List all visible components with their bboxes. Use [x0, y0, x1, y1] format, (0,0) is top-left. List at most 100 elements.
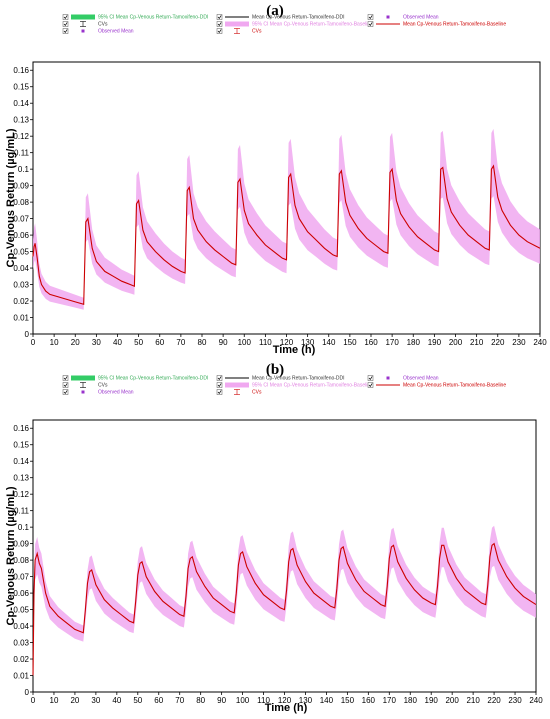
checkbox-icon[interactable] [367, 382, 374, 388]
panel-b-legend: 95% CI Mean Cp-Venous Return-Tamoxifeno-… [62, 375, 506, 396]
checkbox-icon[interactable] [216, 375, 223, 381]
panel-b-ci-band [33, 525, 536, 678]
panel-a-x-tick-label: 80 [198, 338, 207, 347]
panel-b-x-tick-label: 90 [217, 696, 226, 705]
checkbox-icon[interactable] [216, 382, 223, 388]
checkbox-icon[interactable] [216, 14, 223, 20]
check-icon [63, 383, 68, 387]
panel-a-y-tick-label: 0.06 [13, 231, 29, 240]
panel-b-y-tick-label: 0.04 [13, 622, 29, 631]
panel-a-y-tick-label: 0.13 [13, 116, 29, 125]
panel-a-x-tick-label: 70 [176, 338, 185, 347]
panel-a-legend-label: 95% CI Mean Cp-Venous Return-Tamoxifeno-… [98, 15, 208, 21]
panel-b-x-tick-label: 10 [50, 696, 59, 705]
check-icon [368, 22, 373, 26]
panel-a-y-tick-label: 0.08 [13, 198, 29, 207]
panel-a-y-tick-label: 0.01 [13, 314, 29, 323]
panel-a-legend: 95% CI Mean Cp-Venous Return-Tamoxifeno-… [62, 14, 506, 35]
panel-b-legend-entry: 95% CI Mean Cp-Venous Return-Tamoxifeno-… [62, 375, 208, 382]
panel-b-label: (b) [266, 362, 284, 378]
panel-b-y-tick-label: 0.07 [13, 573, 29, 582]
checkbox-icon[interactable] [216, 21, 223, 27]
panel-b-x-tick-label: 140 [320, 696, 334, 705]
legend-swatch-marker [386, 376, 390, 380]
panel-a-y-axis-label: Cp-Venous Return (µg/mL) [5, 128, 17, 267]
panel-a-legend-entry: Observed Mean [367, 14, 439, 21]
panel-a-x-tick-label: 0 [31, 338, 36, 347]
panel-a-y-tick-label: 0.03 [13, 281, 29, 290]
checkbox-icon[interactable] [216, 389, 223, 395]
panel-b-x-tick-label: 30 [91, 696, 100, 705]
legend-swatch-band [225, 21, 249, 27]
panel-b-legend-entry: 95% CI Mean Cp-Venous Return-Tamoxifeno-… [216, 382, 373, 389]
checkbox-icon[interactable] [216, 28, 223, 34]
panel-a-x-tick-label: 100 [238, 338, 252, 347]
panel-b-x-tick-label: 0 [31, 696, 36, 705]
panel-a-legend-label: 95% CI Mean Cp-Venous Return-Tamoxifeno-… [252, 22, 373, 28]
panel-b-legend-label: Observed Mean [98, 390, 134, 396]
panel-b-x-tick-label: 150 [341, 696, 355, 705]
panel-b-x-tick-label: 110 [257, 696, 270, 705]
panel-b-y-tick-label: 0.09 [13, 540, 29, 549]
legend-swatch-band [225, 382, 249, 388]
panel-b-x-tick-label: 70 [175, 696, 184, 705]
panel-b-legend-entry: Observed Mean [62, 389, 134, 396]
checkbox-icon[interactable] [62, 21, 69, 27]
check-icon [217, 376, 222, 380]
panel-b-x-tick-label: 120 [278, 696, 292, 705]
panel-b-legend-label: 95% CI Mean Cp-Venous Return-Tamoxifeno-… [252, 383, 373, 389]
panel-b-y-tick-label: 0.11 [14, 507, 30, 516]
panel-a-y-tick-label: 0.04 [13, 264, 29, 273]
checkbox-icon[interactable] [367, 21, 374, 27]
panel-b: (b) 95% CI Mean Cp-Venous Return-Tamoxif… [5, 362, 543, 714]
checkbox-icon[interactable] [62, 28, 69, 34]
checkbox-icon[interactable] [62, 382, 69, 388]
panel-b-x-tick-label: 230 [508, 696, 522, 705]
panel-b-x-tick-label: 240 [529, 696, 543, 705]
panel-b-legend-label: CVs [98, 383, 108, 389]
legend-swatch-marker [81, 29, 85, 33]
checkbox-icon[interactable] [62, 375, 69, 381]
panel-b-y-tick-label: 0.16 [13, 424, 29, 433]
panel-a-legend-entry: Observed Mean [62, 28, 134, 35]
panel-b-x-tick-label: 220 [487, 696, 501, 705]
panel-b-plot: 0 10 20 30 40 50 60 70 80 90 100 110 120 130 140 150 160… [13, 419, 543, 705]
panel-b-y-tick-label: 0.1 [18, 523, 30, 532]
legend-swatch-marker [81, 390, 85, 394]
panel-a-x-tick-label: 130 [301, 338, 315, 347]
panel-b-legend-label: CVs [252, 390, 262, 396]
panel-a-legend-label: Observed Mean [403, 15, 439, 21]
panel-b-x-tick-label: 80 [196, 696, 205, 705]
panel-b-x-tick-label: 40 [112, 696, 121, 705]
check-icon [368, 15, 373, 19]
panel-b-x-tick-label: 210 [466, 696, 480, 705]
panel-b-legend-entry: CVs [216, 389, 262, 396]
panel-b-y-tick-label: 0.08 [13, 556, 29, 565]
panel-a-x-tick-label: 60 [155, 338, 164, 347]
checkbox-icon[interactable] [367, 14, 374, 20]
panel-a-y-tick-label: 0.14 [13, 99, 29, 108]
panel-b-legend-entry: Mean Cp-Venous Return-Tamoxifeno-Baselin… [367, 382, 506, 389]
check-icon [63, 15, 68, 19]
panel-a-x-tick-label: 90 [219, 338, 228, 347]
panel-a-legend-label: Observed Mean [98, 29, 134, 35]
panel-b-legend-entry: CVs [62, 382, 108, 389]
panel-a-legend-entry: CVs [216, 28, 262, 35]
panel-b-legend-entry: Observed Mean [367, 375, 439, 382]
panel-a-legend-label: CVs [252, 29, 262, 35]
panel-b-x-tick-label: 20 [70, 696, 79, 705]
panel-a-x-tick-label: 210 [470, 338, 484, 347]
panel-b-legend-entry: Mean Cp-Venous Return-Tamoxifeno-DDI [216, 375, 345, 382]
check-icon [217, 22, 222, 26]
checkbox-icon[interactable] [62, 14, 69, 20]
check-icon [63, 22, 68, 26]
panel-a-x-tick-label: 50 [134, 338, 143, 347]
panel-a-y-tick-label: 0.12 [13, 132, 29, 141]
panel-b-legend-label: Mean Cp-Venous Return-Tamoxifeno-Baselin… [403, 383, 506, 389]
panel-b-x-axis-label: Time (h) [265, 702, 308, 714]
checkbox-icon[interactable] [367, 375, 374, 381]
panel-b-x-tick-label: 60 [154, 696, 163, 705]
panel-a-x-tick-label: 140 [322, 338, 336, 347]
panel-a: (a) 95% CI Mean Cp-Venous Return-Tamoxif… [5, 3, 547, 356]
checkbox-icon[interactable] [62, 389, 69, 395]
